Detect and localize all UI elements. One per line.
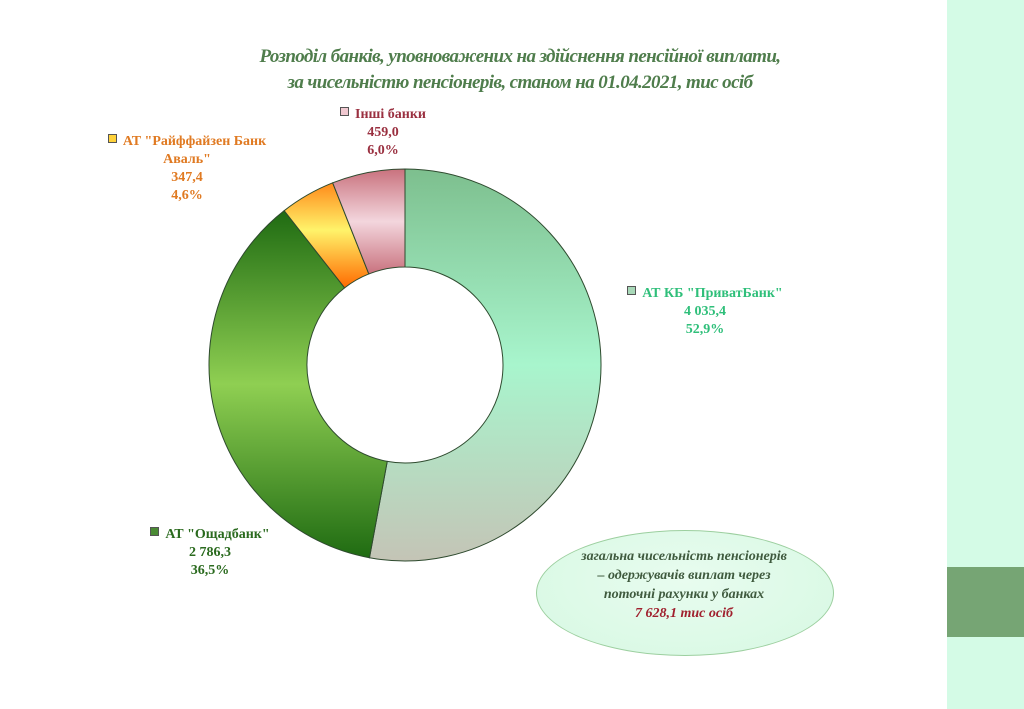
label-percent: 6,0% (367, 143, 399, 158)
label-name: АТ "Райффайзен Банк (122, 134, 267, 149)
label-percent: 4,6% (171, 188, 203, 203)
label-raiffeisen: АТ "Райффайзен Банк Аваль" 347,4 4,6% (82, 133, 292, 205)
summary-line-2: – одержувачів виплат через (597, 568, 771, 583)
slice-oschadbank (208, 209, 388, 559)
label-value: 2 786,3 (189, 545, 231, 560)
label-privatbank: АТ КБ "ПриватБанк" 4 035,4 52,9% (600, 285, 810, 339)
summary-line-1: загальна чисельність пенсіонерів (581, 549, 787, 564)
chart-title: Розподіл банків, уповноважених на здійсн… (200, 44, 840, 96)
legend-swatch-oschadbank (150, 527, 160, 536)
title-line-1: Розподіл банків, уповноважених на здійсн… (259, 46, 782, 67)
slice-privatbank (368, 168, 602, 562)
summary-ellipse (536, 530, 834, 656)
label-value: 4 035,4 (684, 304, 726, 319)
label-percent: 36,5% (190, 563, 230, 578)
slice-other-banks (332, 168, 406, 275)
summary-total: 7 628,1 тис осіб (635, 606, 733, 621)
label-value: 459,0 (367, 125, 399, 140)
side-band (947, 567, 1024, 637)
label-other-banks: Інші банки 459,0 6,0% (318, 106, 448, 160)
label-value: 347,4 (171, 170, 203, 185)
title-line-2: за чисельністю пенсіонерів, станом на 01… (287, 72, 754, 93)
label-name-cont: Аваль" (163, 152, 211, 167)
legend-swatch-raiffeisen (107, 134, 117, 143)
label-name: АТ КБ "ПриватБанк" (642, 286, 783, 301)
label-percent: 52,9% (685, 322, 725, 337)
summary-text: загальна чисельність пенсіонерів – одерж… (536, 547, 832, 623)
label-name: АТ "Ощадбанк" (165, 527, 270, 542)
label-name: Інші банки (355, 107, 426, 122)
legend-swatch-other-banks (340, 107, 350, 116)
donut-chart (208, 168, 602, 562)
label-oschadbank: АТ "Ощадбанк" 2 786,3 36,5% (120, 526, 300, 580)
legend-swatch-privatbank (627, 286, 637, 295)
summary-line-3: поточні рахунки у банках (603, 587, 765, 602)
